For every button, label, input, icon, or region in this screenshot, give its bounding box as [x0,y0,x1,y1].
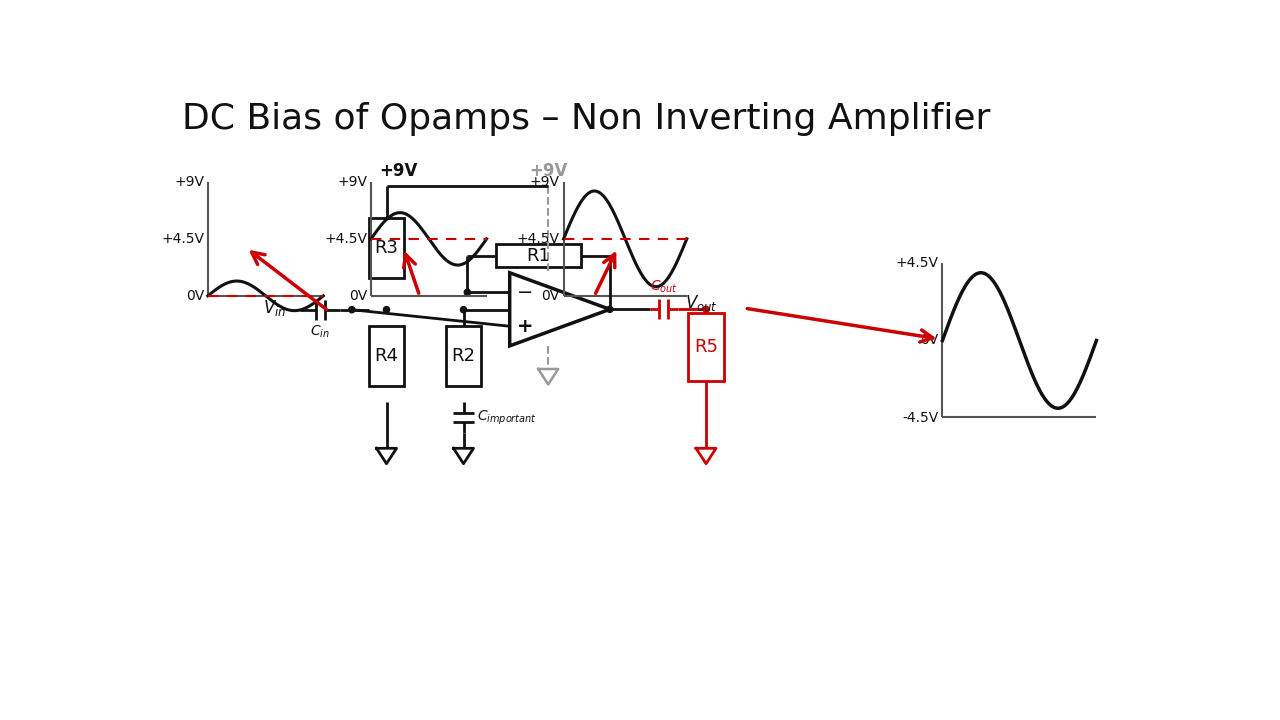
Circle shape [461,307,467,312]
Text: −: − [517,283,534,302]
Text: R4: R4 [375,347,398,365]
Text: 0V: 0V [186,289,204,303]
Text: R5: R5 [694,338,718,356]
Bar [689,313,723,381]
Text: +9V: +9V [174,175,204,189]
Text: $V_{out}$: $V_{out}$ [685,293,718,313]
Text: DC Bias of Opamps – Non Inverting Amplifier: DC Bias of Opamps – Non Inverting Amplif… [183,102,991,136]
Text: R3: R3 [375,239,398,257]
Text: +4.5V: +4.5V [517,232,559,246]
Bar [445,326,481,386]
Circle shape [703,306,709,312]
Text: R2: R2 [452,347,475,365]
Text: $C_{in}$: $C_{in}$ [310,323,330,340]
Text: +: + [517,317,534,336]
Polygon shape [509,273,609,346]
Bar [497,244,581,267]
Text: $V_{in}$: $V_{in}$ [264,298,287,318]
Bar [369,218,404,278]
Circle shape [384,307,389,312]
Text: $C_{important}$: $C_{important}$ [476,408,536,427]
Text: $C_{out}$: $C_{out}$ [650,279,677,295]
Circle shape [607,306,613,312]
Text: 0V: 0V [349,289,367,303]
Circle shape [348,307,355,312]
Bar [369,326,404,386]
Text: -4.5V: -4.5V [902,410,938,425]
Text: +9V: +9V [379,162,417,180]
Circle shape [465,289,471,295]
Text: +9V: +9V [530,175,559,189]
Text: +9V: +9V [529,162,567,180]
Text: 0V: 0V [541,289,559,303]
Text: R1: R1 [526,247,550,265]
Text: +4.5V: +4.5V [896,256,938,271]
Text: +4.5V: +4.5V [324,232,367,246]
Text: +9V: +9V [337,175,367,189]
Text: +4.5V: +4.5V [161,232,204,246]
Text: 0V: 0V [920,333,938,348]
